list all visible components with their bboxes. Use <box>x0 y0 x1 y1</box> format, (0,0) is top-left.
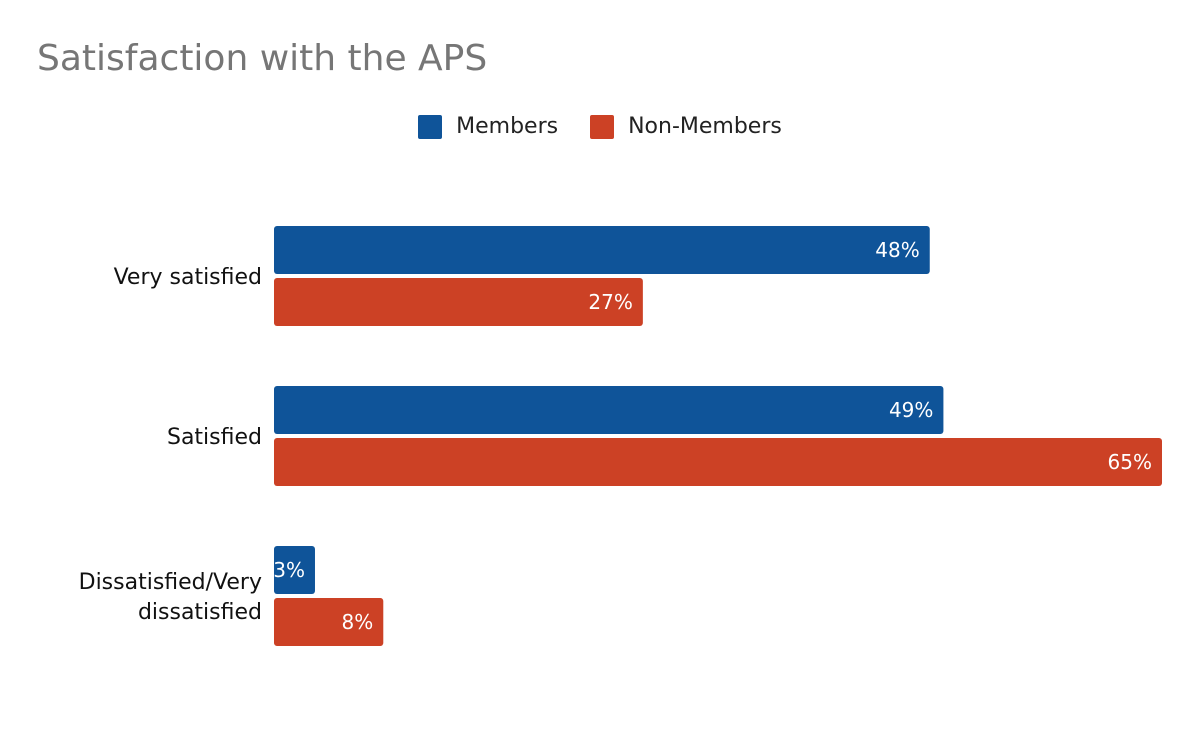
data-label-non-members-satisfied: 65% <box>1108 450 1152 474</box>
chart-title: Satisfaction with the APS <box>37 38 488 79</box>
legend-swatch-members <box>418 114 443 139</box>
bar-members-very-satisfied <box>274 226 930 274</box>
bar-non-members-very-satisfied <box>274 278 643 326</box>
data-label-members-dissatisfied-very-dissatisfied: 3% <box>273 558 305 582</box>
category-label-dissatisfied-very-dissatisfied: Dissatisfied/Very dissatisfied <box>79 570 262 625</box>
legend-item-non-members: Non-Members <box>590 114 782 139</box>
category-label-satisfied: Satisfied <box>167 425 262 450</box>
data-label-non-members-very-satisfied: 27% <box>588 290 632 314</box>
category-label-very-satisfied: Very satisfied <box>114 265 262 290</box>
legend-label-non-members: Non-Members <box>628 114 782 139</box>
bar-members-satisfied <box>274 386 944 434</box>
bar-non-members-dissatisfied-very-dissatisfied <box>274 598 384 646</box>
chart-legend: Members Non-Members <box>0 114 1200 139</box>
legend-label-members: Members <box>456 114 559 139</box>
legend-item-members: Members <box>418 114 558 139</box>
bar-non-members-satisfied <box>274 438 1162 486</box>
data-label-members-satisfied: 49% <box>889 398 933 422</box>
bar-members-dissatisfied-very-dissatisfied <box>274 546 315 594</box>
legend-swatch-non-members <box>590 114 615 139</box>
data-label-non-members-dissatisfied-very-dissatisfied: 8% <box>342 610 374 634</box>
data-label-members-very-satisfied: 48% <box>875 238 919 262</box>
